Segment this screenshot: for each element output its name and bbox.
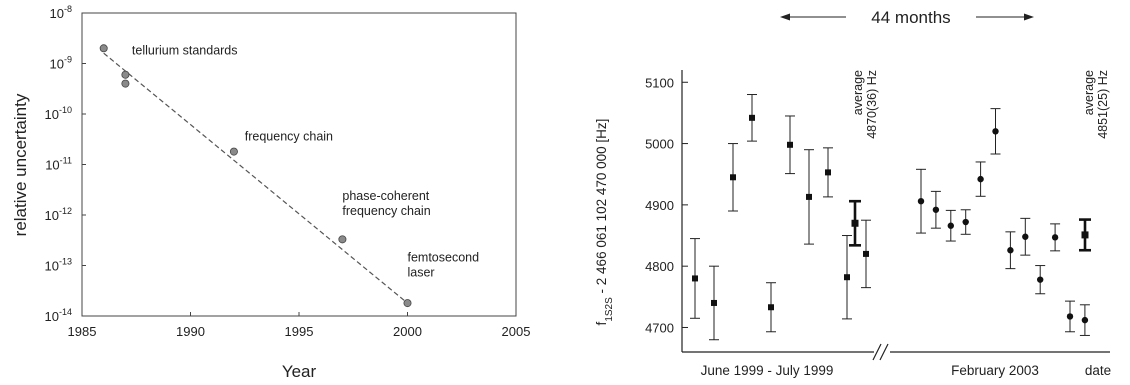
data-point xyxy=(121,70,130,79)
point-annotation: frequency chain xyxy=(245,129,333,143)
y-tick-label: 10-13 xyxy=(45,257,72,274)
trend-line xyxy=(103,52,408,304)
x-label-february-2003: February 2003 xyxy=(951,363,1039,378)
y-tick-label: 10-8 xyxy=(50,4,72,21)
data-point-square xyxy=(692,275,698,282)
data-point-circle xyxy=(1037,276,1044,283)
y-tick-label: 10-11 xyxy=(45,156,72,173)
y-tick-label: 10-10 xyxy=(45,105,72,122)
data-point xyxy=(403,299,412,308)
data-point-square xyxy=(768,304,774,311)
average-label: average4851(25) Hz xyxy=(1082,70,1110,139)
data-point-square xyxy=(806,193,812,200)
span-arrowhead-left-icon xyxy=(780,13,790,21)
data-point-circle xyxy=(917,197,925,205)
data-point-circle xyxy=(1022,233,1029,240)
x-tick-label: 2000 xyxy=(393,324,422,339)
y-tick-label: 10-9 xyxy=(50,55,72,72)
span-label: 44 months xyxy=(871,8,950,27)
data-point-circle xyxy=(1007,247,1014,254)
average-label: average4870(36) Hz xyxy=(851,70,879,139)
data-point xyxy=(121,79,130,88)
x-label-june-july-1999: June 1999 - July 1999 xyxy=(701,363,834,378)
y-tick-label: 4900 xyxy=(645,198,674,213)
axis-break-mark xyxy=(879,343,889,361)
point-annotation: phase-coherent frequency chain xyxy=(342,189,430,218)
x-tick-label: 1995 xyxy=(285,324,314,339)
y-axis-label-relative-uncertainty: relative uncertainty xyxy=(11,93,30,236)
point-annotation: femtosecond laser xyxy=(408,251,480,280)
data-point-square xyxy=(825,169,831,176)
data-point-square xyxy=(749,114,755,121)
x-tick-label: 2005 xyxy=(502,324,531,339)
y-tick-label: 4700 xyxy=(645,320,674,335)
x-label-date: date xyxy=(1085,363,1111,378)
frequency-measurement-chart: 5100 5000 4900 4800 4700 average4870(36) Hz a… xyxy=(594,8,1111,378)
x-tick-label: 1985 xyxy=(68,324,97,339)
data-point-square xyxy=(844,274,850,281)
data-point-circle xyxy=(962,218,969,226)
point-annotation: tellurium standards xyxy=(132,44,238,58)
x-axis-label-year: Year xyxy=(282,362,317,381)
data-point-circle xyxy=(1051,234,1059,241)
y-axis-label-f1s2s: f1S2S - 2 466 061 102 470 000 [Hz] xyxy=(594,119,615,326)
average-point xyxy=(851,219,859,227)
data-point-square xyxy=(863,250,869,257)
data-point-square xyxy=(711,299,717,306)
data-point-circle xyxy=(932,206,940,213)
axis-break-mark xyxy=(872,343,882,361)
y-tick-label: 10-12 xyxy=(45,206,72,223)
data-point-circle xyxy=(992,128,999,135)
span-arrowhead-right-icon xyxy=(1024,13,1034,21)
data-point-circle xyxy=(1081,316,1089,324)
left-plot-frame xyxy=(81,12,517,317)
x-tick-label: 1990 xyxy=(176,324,205,339)
data-point xyxy=(99,44,108,53)
y-tick-label: 5100 xyxy=(645,75,674,90)
data-point xyxy=(338,235,347,244)
uncertainty-chart: 1985 1990 1995 2000 2005 10-8 10-9 10-10 10-11 1… xyxy=(11,4,530,381)
average-point xyxy=(1081,231,1089,239)
data-point-square xyxy=(730,174,736,181)
y-tick-label: 5000 xyxy=(645,137,674,152)
data-point-circle xyxy=(947,222,954,229)
data-point xyxy=(229,147,238,156)
y-tick-label: 10-14 xyxy=(45,307,72,324)
y-tick-label: 4800 xyxy=(645,259,674,274)
data-point-circle xyxy=(1066,313,1074,320)
data-point-circle xyxy=(977,175,984,183)
data-point-square xyxy=(787,141,793,148)
